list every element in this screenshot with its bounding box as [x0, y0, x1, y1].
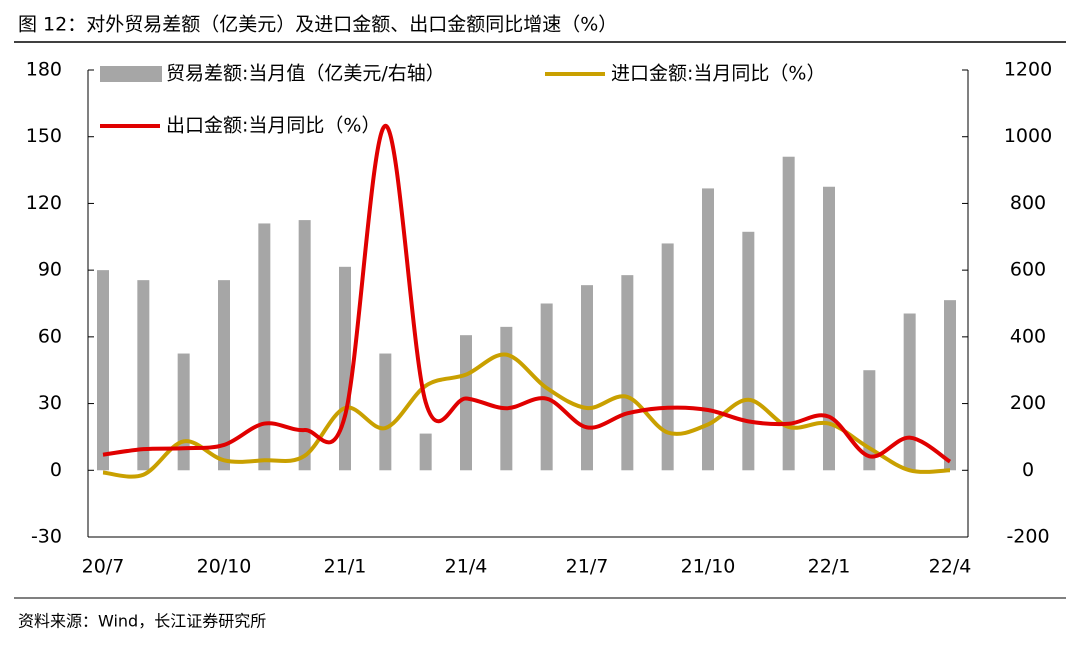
- y-tick-label: 0: [50, 459, 62, 481]
- x-tick-label: 20/10: [197, 556, 252, 578]
- bar: [218, 280, 230, 471]
- bar: [298, 220, 311, 471]
- bar: [339, 266, 351, 471]
- x-tick-label: 21/10: [681, 556, 736, 578]
- bar: [702, 188, 714, 471]
- source: 资料来源：Wind，长江证券研究所: [18, 612, 266, 631]
- bar: [742, 231, 755, 471]
- bar: [500, 326, 513, 471]
- x-tick-label: 21/4: [445, 556, 488, 578]
- y-tick-label: 180: [26, 59, 62, 81]
- y2-tick-label: 200: [1010, 392, 1046, 414]
- y-tick-label: 90: [38, 259, 62, 281]
- x-tick-label: 22/1: [808, 556, 851, 578]
- legend-label: 进口金额:当月同比（%）: [611, 63, 825, 85]
- bar: [419, 433, 432, 471]
- y-tick-label: -30: [31, 526, 62, 548]
- y2-tick-label: 600: [1010, 259, 1046, 281]
- bar: [903, 313, 916, 471]
- y2-tick-label: 1200: [1004, 59, 1052, 81]
- bar: [258, 223, 271, 471]
- x-tick-label: 21/1: [324, 556, 367, 578]
- chart-title: 图 12：对外贸易差额（亿美元）及进口金额、出口金额同比增速（%）: [18, 14, 617, 36]
- bar: [137, 280, 150, 471]
- bar: [97, 270, 109, 471]
- legend-swatch: [100, 66, 162, 82]
- y-tick-label: 150: [26, 125, 62, 147]
- bar: [460, 335, 472, 471]
- bar: [944, 300, 956, 471]
- legend-label: 出口金额:当月同比（%）: [166, 115, 380, 137]
- line: [102, 352, 951, 479]
- bar: [661, 243, 674, 471]
- y-tick-label: 30: [38, 392, 62, 414]
- bar: [782, 156, 795, 471]
- bar: [177, 353, 190, 471]
- bar: [621, 275, 634, 471]
- x-tick-label: 20/7: [82, 556, 125, 578]
- line: [102, 123, 952, 464]
- y2-tick-label: -200: [1006, 526, 1049, 548]
- bar: [823, 186, 835, 471]
- x-tick-label: 22/4: [929, 556, 972, 578]
- x-tick-label: 21/7: [566, 556, 609, 578]
- bar: [581, 285, 593, 471]
- y-tick-label: 120: [26, 192, 62, 214]
- legend-label: 贸易差额:当月值（亿美元/右轴）: [166, 63, 445, 85]
- bar: [379, 353, 392, 471]
- y2-tick-label: 1000: [1004, 125, 1052, 147]
- y2-tick-label: 400: [1010, 325, 1046, 347]
- y-tick-label: 60: [38, 325, 62, 347]
- y2-tick-label: 800: [1010, 192, 1046, 214]
- y2-tick-label: 0: [1022, 459, 1034, 481]
